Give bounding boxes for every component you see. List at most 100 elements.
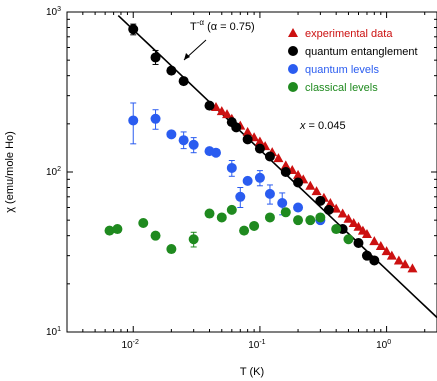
x-tick-label: 10-1 [248, 339, 265, 351]
data-point [393, 255, 404, 265]
data-point [400, 259, 411, 269]
data-point [407, 263, 418, 273]
data-point [150, 113, 161, 124]
data-point [226, 204, 237, 215]
data-point [210, 101, 221, 111]
data-point [305, 180, 316, 190]
data-point [104, 225, 115, 236]
data-point [361, 228, 372, 238]
fit-formula-base: T [190, 21, 197, 33]
doping-annotation: x = 0.045 [299, 120, 346, 132]
data-point [343, 234, 354, 245]
y-tick-label: 103 [46, 6, 61, 18]
legend-marker [288, 82, 298, 92]
data-point [264, 188, 275, 199]
data-point [311, 186, 322, 196]
data-point [325, 198, 336, 208]
data-point [249, 220, 260, 231]
data-point [361, 250, 372, 261]
data-point [242, 175, 253, 186]
data-point [293, 215, 304, 226]
fit-formula-alpha: (α = 0.75) [204, 21, 255, 33]
data-point [166, 65, 177, 76]
data-point [337, 208, 348, 218]
data-point [166, 129, 177, 140]
data-point [254, 172, 265, 183]
data-point [178, 135, 189, 146]
data-point [315, 212, 326, 223]
data-point [150, 230, 161, 241]
series-quantum-levels [128, 113, 326, 226]
legend-label: classical levels [305, 82, 378, 94]
data-point [239, 225, 250, 236]
legend-marker [288, 64, 298, 74]
data-point [315, 195, 326, 206]
plot-frame [66, 11, 437, 333]
series-quantum-entanglement [128, 24, 380, 266]
x-tick-label: 10-2 [122, 339, 139, 351]
data-point [216, 212, 227, 223]
data-point [222, 109, 233, 119]
legend-label: experimental data [305, 28, 393, 40]
data-point [112, 224, 123, 235]
data-point [280, 160, 291, 170]
data-point [264, 151, 275, 162]
data-point [128, 115, 139, 126]
data-point [369, 255, 380, 266]
y-axis-label: χ (emu/mole Ho) [4, 131, 16, 213]
data-point [138, 218, 149, 229]
data-point [204, 100, 215, 111]
legend-marker [288, 28, 298, 37]
fit-line [117, 14, 437, 319]
x-axis-label: T (K) [240, 366, 264, 378]
y-tick-label: 102 [46, 166, 61, 178]
data-point [254, 136, 265, 146]
plot-axes [66, 11, 437, 333]
data-point [188, 234, 199, 245]
data-point [188, 139, 199, 150]
fit-annotation: T-α (α = 0.75) [183, 18, 255, 61]
data-point [242, 126, 253, 136]
legend: experimental data quantum entanglement qua… [288, 28, 418, 94]
data-point [178, 76, 189, 87]
data-point [331, 224, 342, 235]
data-point [386, 250, 397, 260]
legend-label: quantum entanglement [305, 46, 418, 58]
data-point [128, 24, 139, 35]
data-point [277, 198, 288, 209]
data-point [235, 191, 246, 202]
data-point [293, 202, 304, 213]
data-point [353, 221, 364, 231]
data-point [293, 177, 304, 188]
data-point [166, 244, 177, 255]
data-point [343, 213, 354, 223]
data-point [273, 153, 284, 163]
data-point [280, 167, 291, 177]
data-point [242, 134, 253, 145]
axis-ticks [66, 11, 437, 333]
data-point [305, 215, 316, 226]
data-point [280, 207, 291, 218]
data-point [381, 246, 392, 256]
legend-marker [288, 46, 298, 56]
data-point [293, 169, 304, 179]
legend-label: quantum levels [305, 64, 379, 76]
axis-tick-labels: 10-2 10-1 100 101 102 103 [46, 6, 391, 351]
data-point [254, 143, 265, 154]
data-points [104, 24, 418, 273]
data-point [204, 208, 215, 219]
y-tick-label: 101 [46, 326, 61, 338]
fit-formula: T-α (α = 0.75) [190, 18, 255, 33]
data-point [348, 218, 359, 228]
series-classical-levels [104, 204, 354, 255]
data-point [216, 106, 227, 116]
fit-formula-exponent: -α [197, 18, 205, 27]
power-law-fit [117, 14, 437, 319]
data-point [231, 122, 242, 133]
data-point [226, 162, 237, 173]
data-point [375, 240, 386, 250]
data-point [323, 204, 334, 215]
data-point [353, 237, 364, 248]
data-point [150, 52, 161, 63]
